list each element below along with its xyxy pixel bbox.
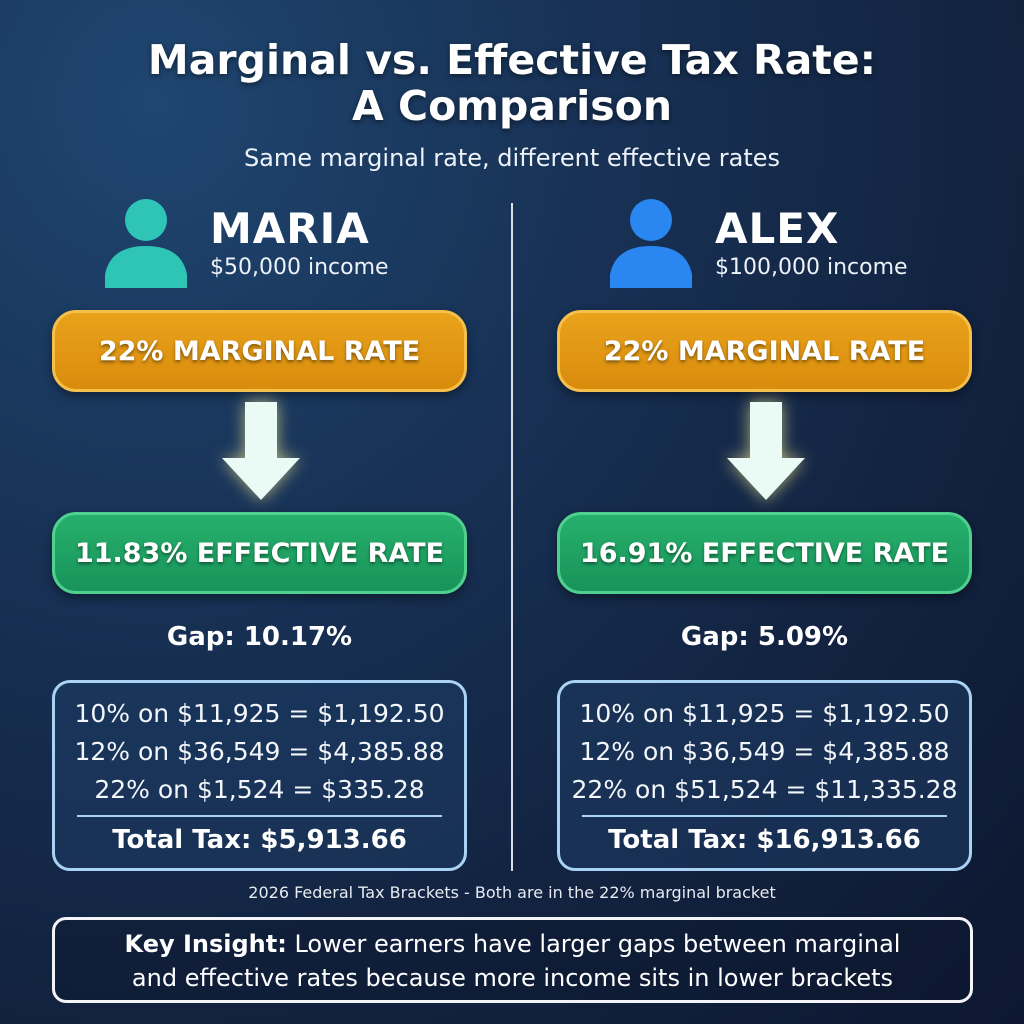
- title-line-1: Marginal vs. Effective Tax Rate:: [147, 36, 877, 84]
- total-tax: Total Tax: $16,913.66: [608, 825, 921, 855]
- rate-gap: Gap: 10.17%: [166, 622, 353, 652]
- insight-text-1: Lower earners have larger gaps between m…: [286, 930, 901, 958]
- effective-rate-badge: 11.83% EFFECTIVE RATE: [52, 512, 467, 594]
- person-income: $50,000 income: [210, 255, 389, 280]
- marginal-rate-badge: 22% MARGINAL RATE: [557, 310, 972, 392]
- person-name: ALEX: [715, 204, 840, 253]
- bracket-line: 10% on $11,925 = $1,192.50: [74, 699, 445, 728]
- total-tax: Total Tax: $5,913.66: [112, 825, 407, 855]
- arrow-down-icon: [222, 402, 300, 500]
- separator: [77, 815, 442, 817]
- marginal-rate-badge: 22% MARGINAL RATE: [52, 310, 467, 392]
- person-panel-maria: MARIA $50,000 income 22% MARGINAL RATE 1…: [52, 0, 472, 1024]
- page-title: Marginal vs. Effective Tax Rate: A Compa…: [0, 37, 1024, 129]
- separator: [582, 815, 947, 817]
- bracket-line: 22% on $51,524 = $11,335.28: [571, 775, 958, 804]
- person-icon: [105, 199, 187, 288]
- bracket-line: 10% on $11,925 = $1,192.50: [579, 699, 950, 728]
- insight-label: Key Insight:: [124, 930, 287, 958]
- bracket-line: 12% on $36,549 = $4,385.88: [74, 737, 445, 766]
- effective-rate-badge: 16.91% EFFECTIVE RATE: [557, 512, 972, 594]
- column-divider: [511, 203, 513, 871]
- person-panel-alex: ALEX $100,000 income 22% MARGINAL RATE 1…: [557, 0, 977, 1024]
- insight-text-2: and effective rates because more income …: [131, 964, 894, 992]
- arrow-down-icon: [727, 402, 805, 500]
- rate-gap: Gap: 5.09%: [680, 622, 849, 652]
- bracket-line: 22% on $1,524 = $335.28: [94, 775, 425, 804]
- person-income: $100,000 income: [715, 255, 908, 280]
- tax-breakdown-box: 10% on $11,925 = $1,192.50 12% on $36,54…: [52, 680, 467, 871]
- key-insight-box: Key Insight: Lower earners have larger g…: [52, 917, 973, 1003]
- tax-breakdown-box: 10% on $11,925 = $1,192.50 12% on $36,54…: [557, 680, 972, 871]
- bracket-line: 12% on $36,549 = $4,385.88: [579, 737, 950, 766]
- subtitle: Same marginal rate, different effective …: [243, 144, 781, 172]
- footnote: 2026 Federal Tax Brackets - Both are in …: [248, 883, 776, 902]
- person-name: MARIA: [210, 204, 370, 253]
- title-line-2: A Comparison: [351, 82, 673, 130]
- person-icon: [610, 199, 692, 288]
